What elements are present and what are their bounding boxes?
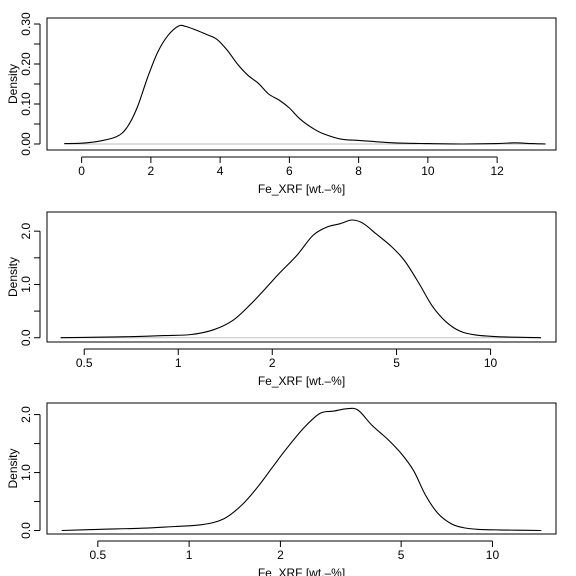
y-tick-label: 0.10 <box>19 92 33 116</box>
y-tick-label: 0.0 <box>19 329 33 346</box>
y-axis-label: Density <box>6 257 20 297</box>
x-tick-label: 0 <box>78 164 85 178</box>
x-tick-label: 1 <box>186 548 193 562</box>
density-curve <box>61 407 542 532</box>
y-tick-label: 1.0 <box>19 464 33 481</box>
x-axis-label: Fe_XRF [wt.–%] <box>258 566 345 576</box>
x-tick-label: 0.5 <box>76 356 93 370</box>
y-tick-label: 0.0 <box>19 522 33 539</box>
y-axis-label: Density <box>6 64 20 104</box>
x-tick-label: 5 <box>393 356 400 370</box>
y-tick-label: 0.00 <box>19 132 33 156</box>
x-tick-label: 10 <box>421 164 435 178</box>
panel-2: 0.5 1 2 5 10 Fe_XRF [wt.–%] 0.0 1.0 2.0 Density <box>6 211 557 388</box>
x-tick-label: 12 <box>490 164 504 178</box>
panel-3: 0.5 1 2 5 10 Fe_XRF [wt.–%] 0.0 1.0 2.0 Density <box>6 402 557 576</box>
x-tick-label: 1 <box>175 356 182 370</box>
y-tick-label: 2.0 <box>19 406 33 423</box>
x-tick-label: 2 <box>269 356 276 370</box>
panel-1: 0 2 4 6 8 10 12 Fe_XRF [wt.–%] 0.00 0.10 0.20 0.30 D… <box>6 12 557 196</box>
plot-frame <box>46 17 557 151</box>
x-tick-label: 0.5 <box>89 548 106 562</box>
x-axis-label: Fe_XRF [wt.–%] <box>258 374 345 388</box>
x-tick-label: 10 <box>484 356 498 370</box>
x-tick-label: 2 <box>277 548 284 562</box>
x-axis-label: Fe_XRF [wt.–%] <box>258 182 345 196</box>
x-tick-label: 6 <box>286 164 293 178</box>
y-tick-label: 2.0 <box>19 223 33 240</box>
x-tick-label: 2 <box>148 164 155 178</box>
y-axis-label: Density <box>6 448 20 488</box>
plot-frame <box>46 402 557 535</box>
x-tick-label: 4 <box>217 164 224 178</box>
x-tick-label: 10 <box>486 548 500 562</box>
density-curve <box>60 219 542 339</box>
plot-frame <box>46 211 557 343</box>
y-tick-label: 0.20 <box>19 52 33 76</box>
density-curve <box>64 24 546 145</box>
y-tick-label: 0.30 <box>19 12 33 36</box>
x-tick-label: 8 <box>355 164 362 178</box>
x-tick-label: 5 <box>398 548 405 562</box>
y-tick-label: 1.0 <box>19 276 33 293</box>
